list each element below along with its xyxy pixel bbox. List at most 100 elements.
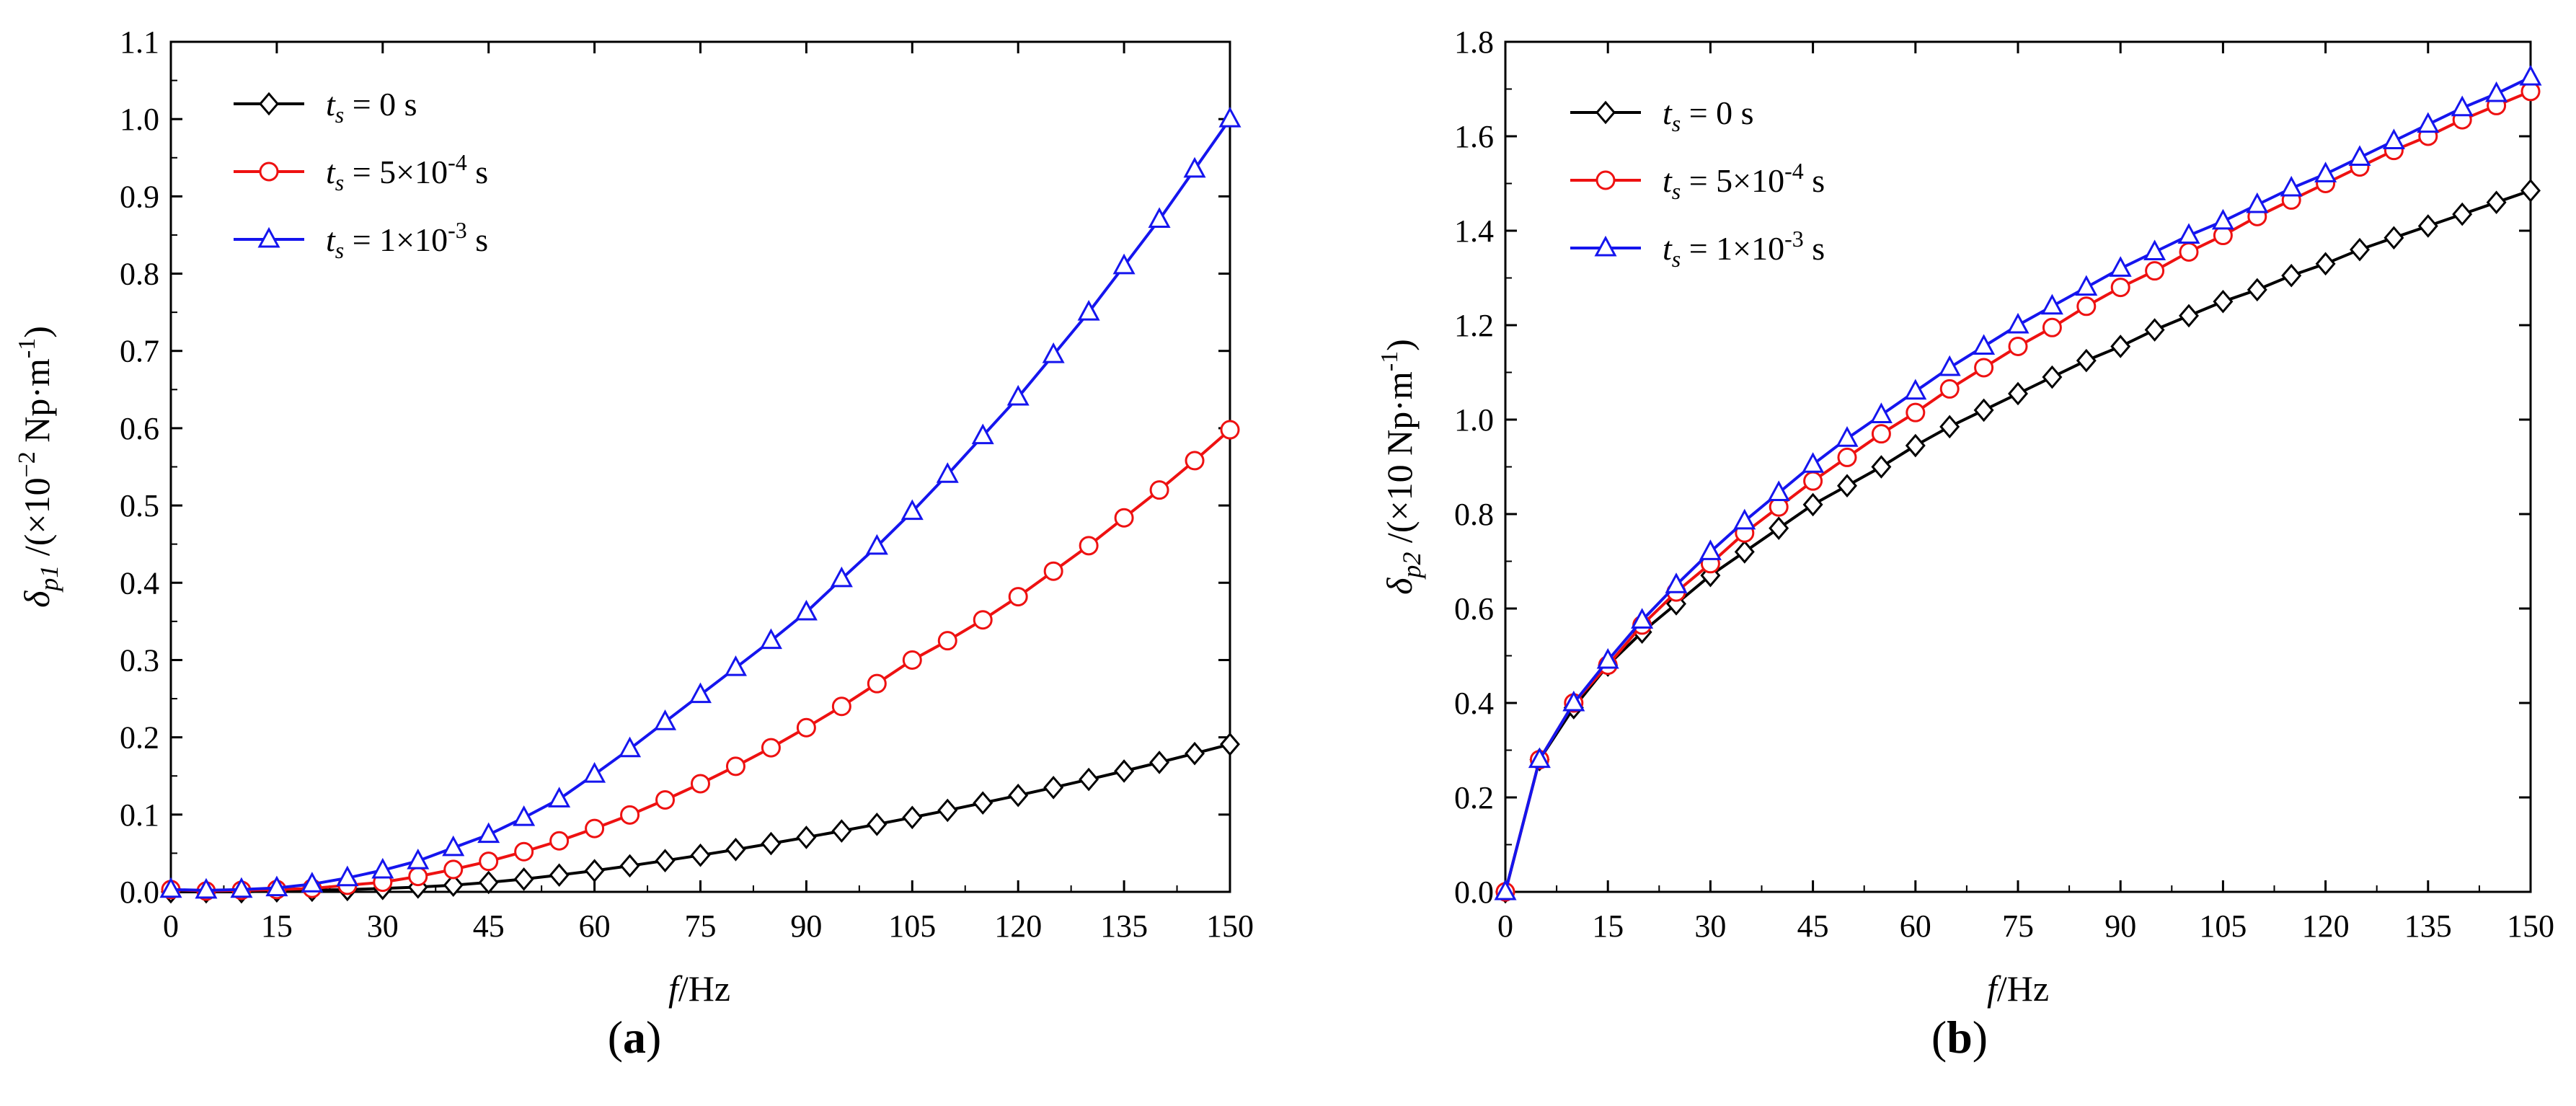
data-point [514, 841, 534, 862]
x-tick-label: 120 [994, 908, 1042, 944]
x-tick-label: 60 [579, 908, 611, 944]
x-tick-label: 75 [2002, 908, 2034, 944]
data-point [2211, 208, 2234, 230]
data-point [759, 628, 782, 650]
data-point [585, 818, 605, 839]
data-point [2006, 312, 2030, 334]
data-point [2315, 252, 2336, 276]
data-point [973, 791, 993, 815]
data-point [936, 462, 959, 483]
x-tick-label: 90 [790, 908, 822, 944]
y-tick-label: 0.9 [120, 179, 159, 214]
y-tick-label: 0.5 [120, 488, 159, 523]
series-line [171, 743, 1231, 893]
x-tick-label: 60 [1900, 908, 1931, 944]
panel-label: (b) [1931, 1012, 1988, 1063]
y-tick-label: 0.0 [120, 875, 159, 910]
data-point [1149, 751, 1170, 774]
data-point [1803, 471, 1823, 491]
data-point [655, 789, 676, 810]
data-point [1837, 447, 1857, 467]
data-point [902, 650, 922, 670]
y-tick-label: 1.2 [1454, 308, 1494, 343]
data-point [795, 599, 818, 621]
x-tick-label: 0 [163, 908, 179, 944]
data-point [1973, 398, 1994, 423]
data-point [831, 819, 852, 843]
data-point [867, 673, 887, 694]
legend-marker [259, 162, 279, 182]
x-tick-label: 120 [2302, 908, 2350, 944]
data-point [1665, 572, 1688, 593]
data-point [1906, 402, 1926, 423]
data-point [1904, 379, 1927, 400]
data-point [1006, 384, 1030, 406]
y-tick-label: 1.8 [1454, 25, 1494, 60]
data-point [1114, 508, 1134, 528]
series-line [1504, 89, 2531, 893]
data-point [689, 682, 712, 704]
x-tick-label: 30 [1694, 908, 1726, 944]
data-point [1042, 342, 1065, 363]
y-tick-label: 0.4 [1454, 686, 1494, 721]
data-point [830, 566, 853, 588]
data-point [1939, 379, 1960, 399]
data-point [1183, 156, 1206, 178]
data-point [1220, 732, 1240, 756]
legend-label: ts = 1×10-3 s [326, 217, 488, 263]
data-point [1905, 433, 1926, 458]
data-point [2179, 242, 2199, 262]
y-tick-label: 1.0 [120, 102, 159, 137]
plot-frame [1504, 40, 2532, 893]
data-point [1079, 536, 1099, 556]
data-point [371, 857, 394, 879]
data-point [2417, 112, 2440, 133]
data-point [937, 798, 958, 823]
data-point [1008, 587, 1028, 607]
data-point [691, 774, 710, 794]
data-point [900, 499, 924, 521]
data-point [1939, 415, 1960, 439]
data-point [1112, 253, 1136, 275]
legend-label: ts = 5×10-4 s [326, 149, 488, 195]
data-point [867, 813, 888, 836]
data-point [1699, 539, 1722, 560]
data-point [2075, 275, 2098, 296]
series-0 [161, 732, 1240, 904]
data-point [831, 696, 851, 717]
data-point [1974, 358, 1994, 378]
x-tick-label: 135 [2404, 908, 2452, 944]
data-point [761, 738, 781, 758]
data-point [724, 655, 747, 676]
y-tick-label: 0.6 [1454, 591, 1494, 627]
data-point [2247, 278, 2267, 302]
data-point [2485, 81, 2508, 102]
series-line [170, 428, 1231, 893]
data-point [620, 805, 640, 825]
data-point [1596, 647, 1619, 669]
legend-marker [259, 92, 279, 116]
data-point [443, 873, 464, 897]
data-point [2076, 296, 2097, 317]
x-tick-label: 15 [261, 908, 293, 944]
y-tick-label: 0.7 [120, 334, 159, 369]
data-point [690, 843, 711, 867]
data-point [1802, 492, 1823, 517]
data-point [195, 877, 218, 899]
data-point [1528, 747, 1551, 769]
data-point [619, 736, 642, 758]
data-point [1973, 334, 1996, 355]
data-point [479, 851, 499, 872]
y-tick-label: 0.1 [120, 797, 159, 833]
data-point [2384, 226, 2404, 250]
data-point [513, 805, 536, 826]
data-point [1494, 879, 1517, 901]
data-point [1148, 207, 1171, 229]
y-tick-label: 0.8 [120, 257, 159, 292]
x-tick-label: 45 [473, 908, 505, 944]
chart-panel-b: 0 15 30 45 60 75 90 105 120 135 150 0.0 0.2 0.4 0.6 0.8… [1376, 25, 2554, 1063]
legend-marker [1595, 100, 1616, 125]
data-point [2110, 335, 2131, 358]
data-point [725, 837, 746, 862]
data-point [230, 877, 253, 898]
